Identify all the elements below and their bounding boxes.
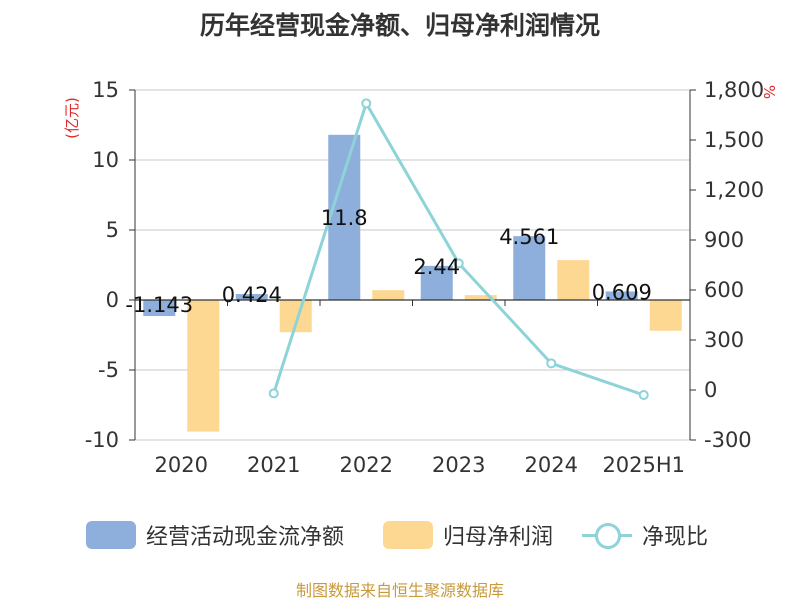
- cashflow-bar: [420, 265, 453, 300]
- data-labels: -1.143 0.424 11.8 2.44 4.561 0.609: [125, 206, 651, 317]
- left-axis-unit: (亿元): [63, 97, 81, 139]
- net-profit-bar: [464, 295, 497, 300]
- ratio-point: [361, 98, 372, 109]
- ratio-point: [638, 390, 649, 400]
- right-tick-label: 0: [704, 378, 717, 402]
- cashflow-bar: [605, 291, 638, 300]
- right-axis-unit: %: [760, 85, 778, 99]
- right-tick-label: 600: [704, 278, 744, 302]
- net-profit-bar: [557, 260, 590, 300]
- left-tick-label: 0: [106, 288, 119, 312]
- left-tick-label: 5: [106, 218, 119, 242]
- net-profit-bar: [187, 300, 220, 432]
- x-tick-label: 2025H1: [602, 453, 685, 477]
- cashflow-data-label: 0.609: [592, 280, 652, 304]
- right-tick-label: 300: [704, 328, 744, 352]
- legend-item-ratio[interactable]: 净现比: [582, 515, 708, 555]
- bars: [143, 134, 682, 432]
- legend-swatch-cashflow: [86, 521, 136, 549]
- x-tick-label: 2024: [525, 453, 578, 477]
- cashflow-bar: [235, 294, 268, 300]
- legend-label-net-profit: 归母净利润: [443, 525, 554, 550]
- x-tick-label: 2020: [155, 453, 208, 477]
- ratio-point: [268, 388, 279, 399]
- cashflow-data-label: 2.44: [413, 255, 460, 279]
- right-tick-label: 1,200: [704, 178, 764, 202]
- left-tick-label: -10: [85, 428, 119, 452]
- cashflow-bar: [143, 300, 176, 317]
- right-tick-label: -300: [704, 428, 752, 452]
- right-tick-label: 1,800: [704, 78, 764, 102]
- left-tick-label: 10: [92, 148, 119, 172]
- cashflow-bar: [513, 236, 546, 300]
- left-tick-label: 15: [92, 78, 119, 102]
- legend-label-ratio: 净现比: [642, 525, 709, 550]
- x-tick-label: 2022: [340, 453, 393, 477]
- data-source-note: 制图数据来自恒生聚源数据库: [295, 581, 504, 600]
- legend-item-cashflow[interactable]: 经营活动现金流净额: [86, 515, 344, 555]
- ratio-point: [546, 358, 557, 369]
- legend-item-net-profit[interactable]: 归母净利润: [383, 515, 553, 555]
- axes: 15 10 5 0 -5 -10 1,800 1,500 1,200 900 600 300 0 -300…: [85, 78, 764, 477]
- net-profit-bar: [372, 290, 405, 300]
- cashflow-data-label: 11.8: [321, 206, 368, 230]
- x-tick-label: 2023: [432, 453, 485, 477]
- x-tick-label: 2021: [247, 453, 300, 477]
- cashflow-bar: [328, 134, 361, 300]
- cashflow-data-label: 0.424: [222, 283, 282, 307]
- chart-title: 历年经营现金净额、归母净利润情况: [199, 11, 600, 40]
- legend: 经营活动现金流净额 归母净利润 净现比: [0, 515, 800, 555]
- right-tick-label: 900: [704, 228, 744, 252]
- net-profit-bar: [649, 300, 682, 331]
- ratio-point: [453, 258, 464, 269]
- legend-label-cashflow: 经营活动现金流净额: [146, 525, 345, 550]
- cashflow-data-label: -1.143: [125, 293, 193, 317]
- cashflow-data-label: 4.561: [499, 225, 559, 249]
- legend-swatch-net-profit: [383, 521, 433, 549]
- legend-marker-ratio: [582, 521, 632, 549]
- right-tick-label: 1,500: [704, 128, 764, 152]
- left-tick-label: -5: [98, 358, 119, 382]
- ratio-line: [268, 98, 649, 400]
